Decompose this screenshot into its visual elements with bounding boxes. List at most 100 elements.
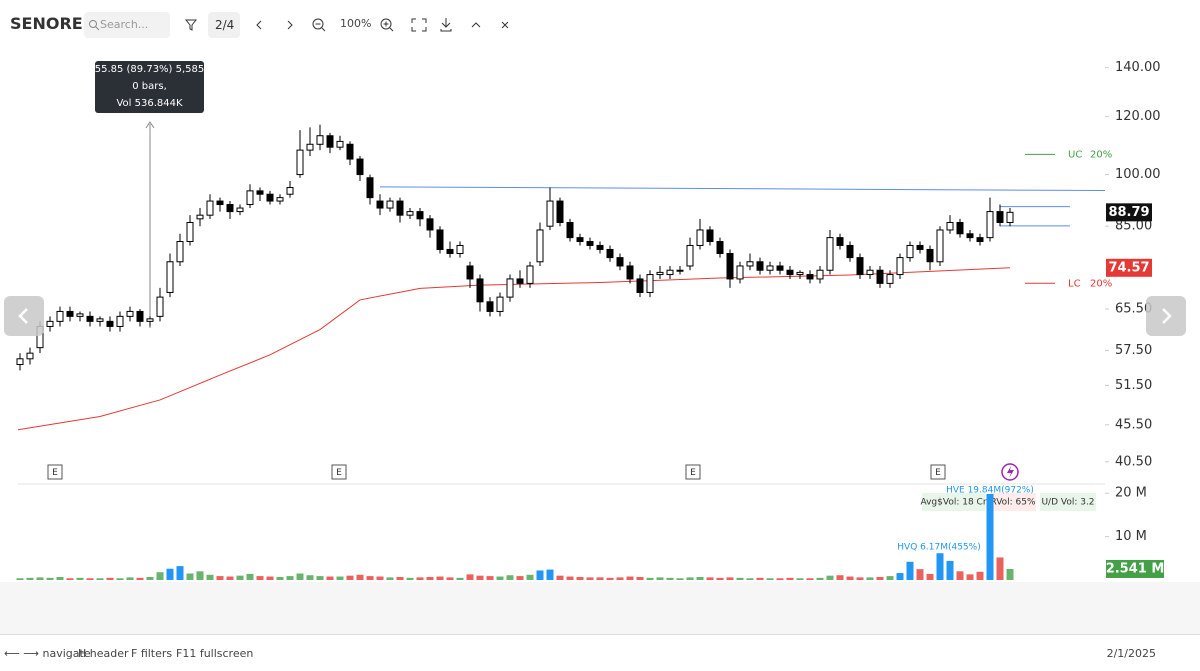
page-indicator: 2/4 (215, 18, 235, 32)
candle-body (926, 248, 934, 263)
search-placeholder: Search... (100, 18, 149, 31)
earnings-marker (930, 464, 946, 480)
volume-bar (776, 578, 784, 580)
volume-bar (656, 577, 664, 580)
candle-body (1006, 211, 1014, 223)
candle-body (436, 229, 444, 250)
volume-bar (996, 557, 1004, 580)
candle-body (96, 318, 104, 322)
collapse-button[interactable] (471, 22, 481, 28)
candle-body (346, 143, 354, 160)
candle-body (666, 269, 674, 276)
volume-bar (36, 577, 44, 580)
y-tick-label: 65.50 (1115, 302, 1152, 317)
close-button[interactable] (501, 21, 509, 29)
volume-bar (286, 576, 294, 580)
candle-body (746, 261, 754, 267)
candle-body (496, 296, 504, 312)
zoom-in-button[interactable] (380, 18, 394, 32)
candle-body (856, 257, 864, 276)
candle-body (706, 229, 714, 243)
candle-body (866, 269, 874, 276)
candle-body (206, 200, 214, 216)
candle-body (936, 229, 944, 263)
volume-bar (116, 578, 124, 580)
volume-bar (466, 574, 474, 580)
candle-body (356, 158, 364, 176)
volume-bar (636, 576, 644, 580)
candle-body (86, 315, 94, 322)
hint: F filters (131, 647, 173, 660)
candle-body (66, 310, 74, 317)
volume-bar (96, 578, 104, 580)
volume-bar (826, 575, 834, 580)
next-chart-button[interactable] (1146, 296, 1186, 336)
filter-icon[interactable] (185, 19, 197, 31)
candle-body (456, 244, 464, 255)
volume-bar (716, 577, 724, 580)
volume-bar (586, 577, 594, 580)
volume-bar (736, 577, 744, 580)
hint: H header (78, 647, 129, 660)
volume-bar (216, 576, 224, 580)
download-button[interactable] (440, 18, 452, 32)
fullscreen-button[interactable] (411, 18, 427, 32)
candle-body (686, 244, 694, 267)
volume-bar (566, 576, 574, 580)
volume-bar (836, 575, 844, 580)
candle-body (276, 197, 284, 202)
footer: ⟵ ⟶ navigate H header F filters F11 full… (0, 634, 1200, 671)
candle-body (996, 211, 1004, 223)
candle-body (406, 211, 414, 216)
volume-bar (726, 577, 734, 580)
candle-body (466, 265, 474, 280)
next-button[interactable] (287, 20, 293, 30)
candle-body (716, 241, 724, 255)
candle-body (376, 200, 384, 209)
volume-bar (516, 576, 524, 580)
volume-bar (356, 574, 364, 580)
volume-bar (796, 578, 804, 580)
volume-bar (326, 576, 334, 580)
search-box[interactable]: Search... (84, 12, 170, 38)
volume-bar (486, 576, 494, 580)
candle-body (786, 269, 794, 276)
last-price-box-label: 88.79 (1108, 205, 1149, 220)
candle-body (896, 257, 904, 276)
candle-body (676, 269, 684, 272)
candle-body (846, 244, 854, 259)
ma-price-box (1106, 258, 1152, 277)
earnings-label: E (935, 468, 941, 478)
candle-body (146, 318, 154, 322)
hvq-label: HVQ 6.17M(455%) (897, 543, 980, 553)
volume-bar (376, 576, 384, 580)
volume-bar (386, 577, 394, 580)
candle-body (696, 229, 704, 246)
candle-body (906, 244, 914, 259)
volume-bar (816, 577, 824, 580)
candle-body (756, 261, 764, 271)
prev-button[interactable] (256, 20, 262, 30)
volume-bar (296, 573, 304, 580)
circuit-pct: 20% (1090, 278, 1112, 289)
volume-bar (936, 553, 944, 580)
volume-bar (536, 570, 544, 580)
candle-body (776, 265, 784, 271)
last-price-box (1106, 203, 1152, 222)
alert-icon[interactable] (1001, 463, 1019, 481)
volume-bar (686, 577, 694, 580)
volume-tick-label: 20 M (1115, 486, 1147, 501)
y-tick-label: 140.00 (1115, 60, 1161, 75)
candle-body (186, 221, 194, 243)
prev-chart-button[interactable] (4, 296, 44, 336)
zoom-out-button[interactable] (312, 18, 326, 32)
volume-bar (986, 493, 994, 580)
volume-bar (436, 576, 444, 580)
candle-body (566, 221, 574, 239)
candle-body (626, 265, 634, 280)
earnings-label: E (52, 468, 58, 478)
volume-bar (426, 576, 434, 580)
volume-bar (496, 576, 504, 580)
candle-body (506, 278, 514, 298)
candle-body (326, 135, 334, 148)
